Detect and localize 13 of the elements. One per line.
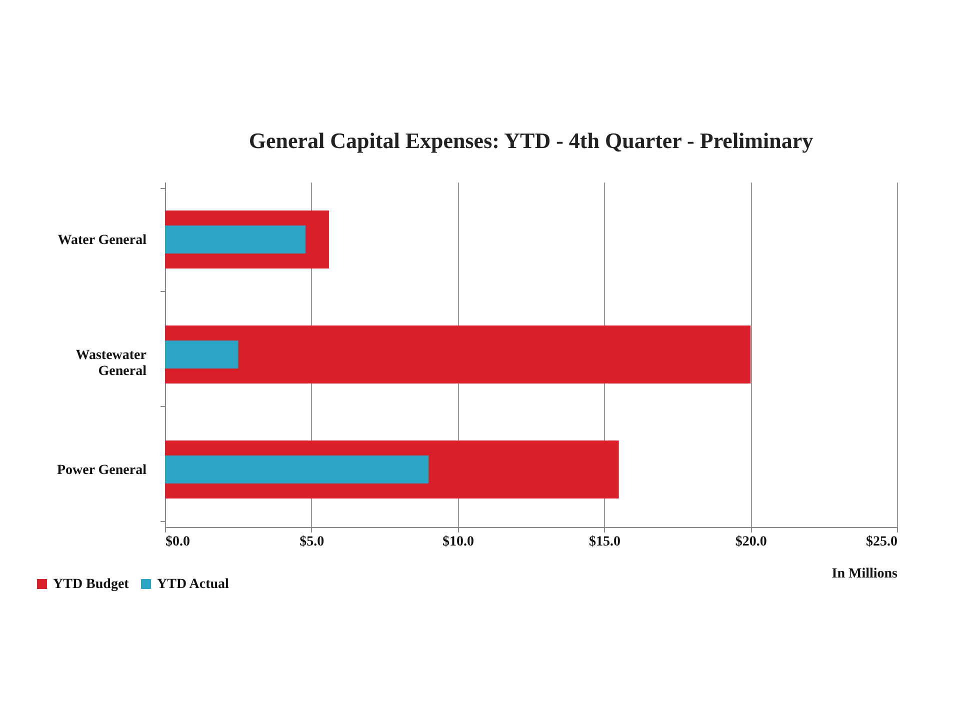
y-tick-label: Power General bbox=[56, 463, 147, 478]
y-tick-label: Wastewater General bbox=[76, 348, 147, 379]
chart-title: General Capital Expenses: YTD - 4th Quarter - Preliminary bbox=[248, 128, 814, 153]
x-tick-label: $15.0 bbox=[588, 534, 620, 550]
x-tick-label: $5.0 bbox=[300, 534, 324, 550]
y-tick-label: Water General bbox=[58, 233, 147, 248]
x-tick-label: $0.0 bbox=[166, 534, 190, 550]
x-axis-title: In Millions bbox=[832, 566, 898, 582]
x-tick-label: $10.0 bbox=[442, 534, 474, 550]
x-tick-label: $20.0 bbox=[735, 534, 767, 550]
x-tick-label: $25.0 bbox=[866, 534, 898, 550]
legend-label: YTD Budget bbox=[53, 577, 130, 592]
legend-label: YTD Actual bbox=[157, 577, 230, 592]
